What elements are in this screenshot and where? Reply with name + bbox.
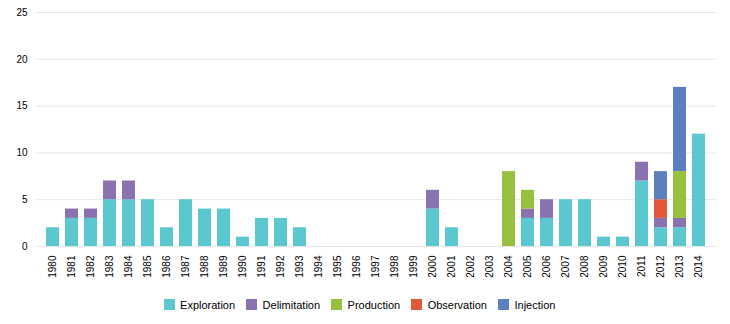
svg-text:15: 15: [16, 100, 28, 111]
svg-text:2006: 2006: [541, 255, 552, 278]
html-text:Observation: Observation: [427, 298, 487, 311]
svg-text:1980: 1980: [47, 255, 58, 278]
svg-text:0: 0: [22, 241, 28, 252]
svg-text:1990: 1990: [237, 255, 248, 278]
svg-text:1985: 1985: [142, 255, 153, 278]
svg-text:10: 10: [16, 147, 28, 158]
svg-text:1988: 1988: [199, 255, 210, 278]
svg-text:2011: 2011: [636, 255, 647, 277]
svg-text:2010: 2010: [617, 255, 628, 278]
svg-text:1995: 1995: [332, 255, 343, 278]
svg-text:1993: 1993: [294, 255, 305, 278]
svg-text:1996: 1996: [351, 255, 362, 278]
svg-text:2000: 2000: [427, 255, 438, 278]
svg-text:2012: 2012: [655, 255, 666, 278]
svg-text:2009: 2009: [598, 255, 609, 278]
svg-text:1989: 1989: [218, 255, 229, 278]
svg-text:1983: 1983: [104, 255, 115, 278]
html-text:Production: Production: [347, 298, 401, 311]
html-text:Injection: Injection: [514, 298, 556, 311]
svg-text:2013: 2013: [674, 255, 685, 278]
svg-text:2001: 2001: [446, 255, 457, 278]
svg-text:2014: 2014: [693, 255, 704, 278]
svg-text:1999: 1999: [408, 255, 419, 278]
svg-text:2005: 2005: [522, 255, 533, 278]
html-text:Exploration: Exploration: [180, 298, 236, 311]
svg-text:1981: 1981: [66, 255, 77, 278]
svg-text:2002: 2002: [465, 255, 476, 278]
svg-text:1994: 1994: [313, 255, 324, 278]
svg-text:20: 20: [16, 54, 28, 65]
svg-text:1998: 1998: [389, 255, 400, 278]
svg-text:1987: 1987: [180, 255, 191, 278]
svg-text:5: 5: [22, 194, 28, 205]
svg-text:1997: 1997: [370, 255, 381, 278]
svg-text:2004: 2004: [503, 255, 514, 278]
svg-text:1992: 1992: [275, 255, 286, 278]
svg-text:2003: 2003: [484, 255, 495, 278]
svg-text:1984: 1984: [123, 255, 134, 278]
svg-text:25: 25: [16, 7, 28, 18]
svg-text:2007: 2007: [560, 255, 571, 278]
svg-text:1986: 1986: [161, 255, 172, 278]
svg-text:2008: 2008: [579, 255, 590, 278]
svg-text:1982: 1982: [85, 255, 96, 278]
svg-text:1991: 1991: [256, 255, 267, 278]
html-text:Delimitation: Delimitation: [262, 298, 321, 311]
